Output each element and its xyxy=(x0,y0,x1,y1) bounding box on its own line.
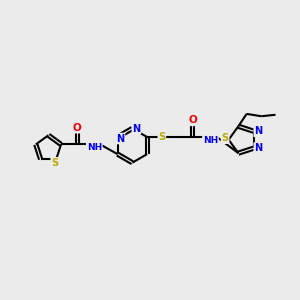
Text: O: O xyxy=(188,115,197,125)
Text: N: N xyxy=(116,134,124,143)
Text: S: S xyxy=(51,158,58,168)
Text: S: S xyxy=(221,133,229,143)
Text: NH: NH xyxy=(87,143,102,152)
Text: N: N xyxy=(254,126,262,136)
Text: N: N xyxy=(132,124,140,134)
Text: NH: NH xyxy=(203,136,218,145)
Text: N: N xyxy=(254,143,262,153)
Text: S: S xyxy=(158,132,165,142)
Text: O: O xyxy=(73,123,82,133)
